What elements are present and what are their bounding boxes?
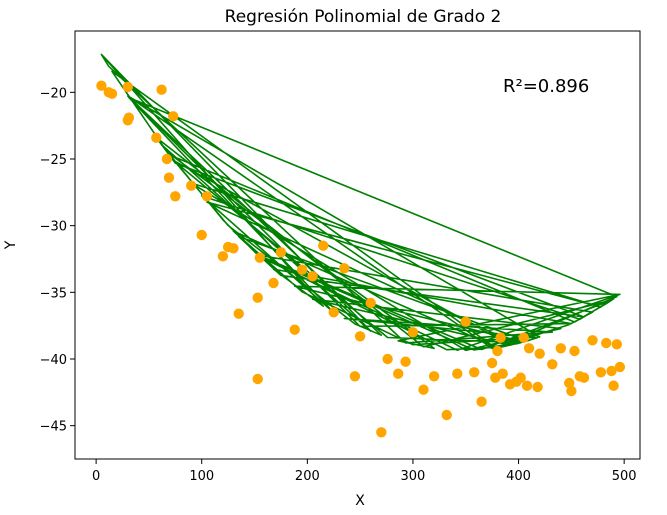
data-point	[233, 308, 244, 319]
data-point	[201, 191, 213, 202]
data-point	[486, 357, 498, 369]
data-point	[275, 247, 287, 258]
data-point	[122, 81, 133, 93]
data-point	[564, 377, 575, 389]
data-point	[460, 316, 471, 327]
x-tick-label: 400	[506, 469, 531, 484]
data-point	[595, 367, 607, 378]
data-point	[170, 191, 181, 202]
data-point	[534, 348, 545, 359]
y-axis-label: Y	[3, 240, 19, 250]
data-point	[296, 264, 308, 275]
data-point	[382, 353, 393, 365]
data-point	[407, 327, 419, 338]
data-point	[151, 132, 162, 143]
chart-title: Regresión Polinomial de Grado 2	[225, 7, 502, 27]
data-point	[365, 297, 376, 309]
data-point	[339, 263, 350, 274]
data-point	[254, 252, 265, 263]
data-point	[252, 373, 263, 385]
data-point	[518, 332, 529, 343]
data-points	[96, 80, 626, 438]
data-point	[492, 345, 503, 357]
data-point	[106, 88, 118, 99]
x-tick-label: 100	[189, 469, 214, 484]
data-point	[307, 271, 318, 282]
x-axis-label: X	[355, 493, 365, 509]
y-tick-label: −40	[40, 353, 67, 368]
data-point	[614, 361, 626, 373]
x-tick-label: 300	[401, 469, 426, 484]
data-point	[328, 307, 339, 318]
x-tick-label: 200	[295, 469, 320, 484]
data-point	[228, 243, 239, 254]
y-tick-label: −30	[40, 220, 67, 235]
data-point	[441, 409, 452, 421]
data-point	[252, 292, 263, 303]
data-point	[569, 345, 580, 357]
data-point	[156, 84, 167, 95]
data-point	[376, 427, 387, 438]
data-point	[497, 368, 508, 379]
x-tick-label: 500	[612, 469, 637, 484]
data-point	[515, 372, 526, 383]
data-point	[587, 335, 598, 346]
r-squared-annotation: R²=0.896	[503, 76, 589, 97]
data-point	[601, 337, 612, 349]
data-point	[168, 111, 179, 122]
data-point	[547, 359, 558, 370]
data-point	[349, 371, 361, 382]
data-point	[393, 368, 404, 379]
data-point	[163, 172, 175, 183]
x-tick-label: 0	[92, 469, 100, 484]
data-point	[186, 180, 197, 191]
y-tick-label: −35	[40, 286, 67, 301]
data-point	[428, 371, 440, 382]
data-point	[521, 380, 533, 391]
data-point	[400, 356, 411, 367]
y-axis-ticks: −45 −40 −35 −30 −25 −20	[40, 86, 75, 435]
data-point	[161, 153, 173, 165]
data-point	[469, 367, 480, 378]
y-tick-label: −20	[40, 86, 67, 101]
data-point	[318, 240, 329, 251]
data-point	[523, 343, 535, 354]
data-point	[268, 277, 279, 289]
data-point	[566, 385, 577, 397]
data-point	[578, 372, 590, 383]
data-point	[196, 229, 207, 241]
data-point	[289, 324, 300, 335]
plot-area	[96, 53, 626, 438]
data-point	[611, 339, 622, 350]
y-tick-label: −25	[40, 153, 67, 168]
data-point	[354, 331, 366, 342]
data-point	[418, 384, 429, 395]
data-point	[555, 343, 566, 354]
data-point	[217, 251, 229, 262]
data-point	[96, 80, 107, 91]
y-tick-label: −45	[40, 420, 67, 435]
data-point	[452, 368, 463, 379]
fit-curve-line	[100, 53, 621, 352]
x-axis-ticks: 0 100 200 300 400 500	[92, 459, 637, 484]
data-point	[495, 332, 506, 343]
data-point	[476, 396, 487, 407]
data-point	[606, 365, 617, 377]
plot-frame	[74, 30, 641, 460]
data-point	[532, 381, 543, 393]
data-point	[608, 380, 619, 391]
data-point	[123, 112, 135, 123]
